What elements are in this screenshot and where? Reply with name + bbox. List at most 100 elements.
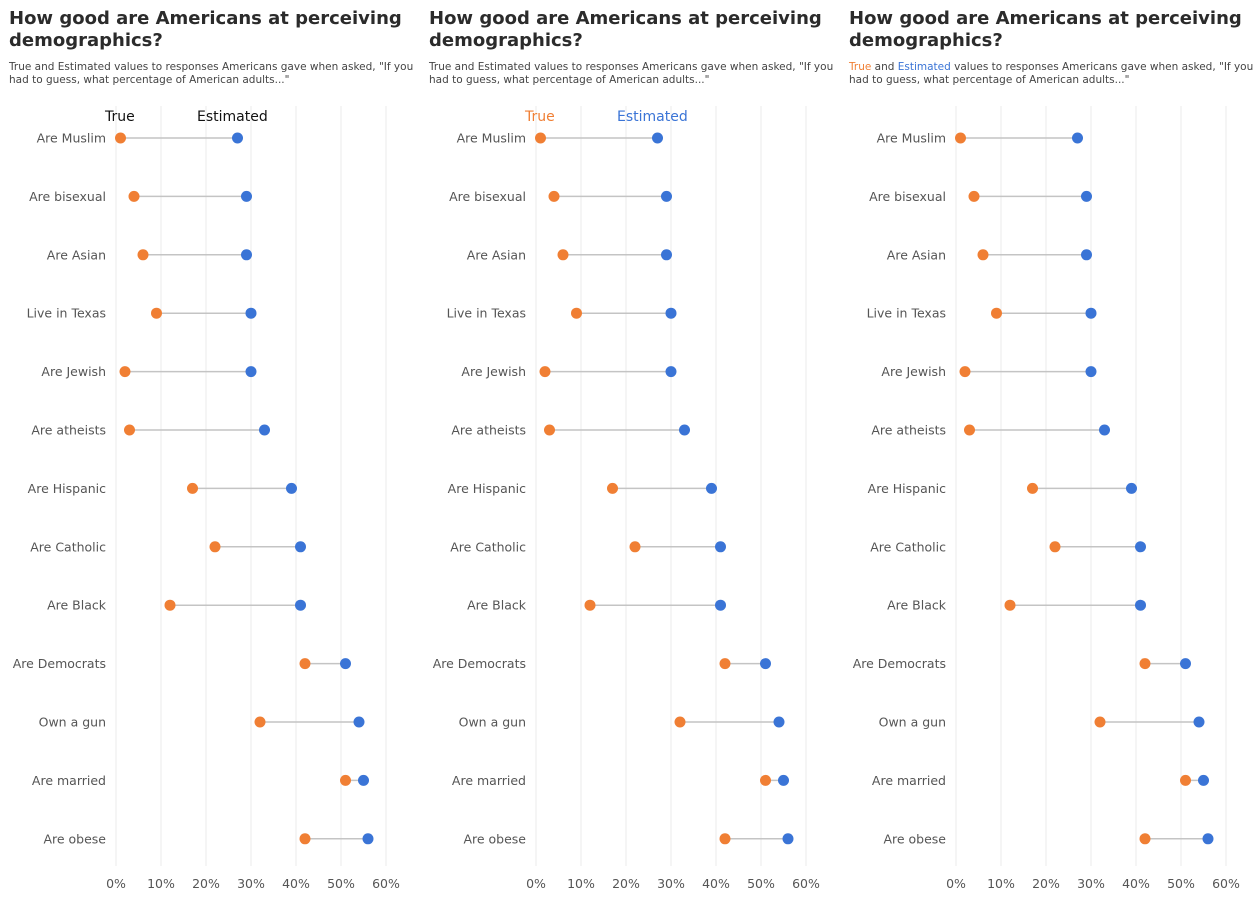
true-value-dot [299, 833, 311, 845]
x-tick-label: 30% [1077, 876, 1105, 891]
true-value-dot [719, 833, 731, 845]
subtitle-estimated-word: Estimated [897, 61, 951, 73]
chart-subtitle: True and Estimated values to responses A… [9, 61, 414, 87]
estimated-value-dot [1072, 132, 1083, 144]
true-value-dot [968, 190, 980, 202]
estimated-value-dot [295, 541, 306, 553]
true-value-dot [1094, 716, 1106, 728]
category-label: Are Hispanic [868, 481, 946, 496]
estimated-value-dot [1085, 307, 1097, 319]
true-value-dot [557, 249, 569, 261]
estimated-value-dot [358, 774, 369, 786]
category-label: Live in Texas [447, 306, 526, 321]
x-tick-label: 0% [526, 876, 546, 891]
category-label: Are Democrats [853, 656, 946, 671]
category-label: Are Democrats [433, 656, 526, 671]
true-value-dot [1027, 482, 1038, 494]
true-value-dot [584, 599, 596, 611]
estimated-value-dot [286, 482, 297, 494]
subtitle-post: True and Estimated values to responses A… [429, 61, 834, 86]
estimated-value-dot [778, 774, 789, 786]
estimated-value-dot [1081, 249, 1092, 261]
true-value-dot [128, 190, 140, 202]
true-value-dot [115, 132, 126, 144]
category-label: Are Jewish [41, 364, 106, 379]
category-label: Are bisexual [29, 189, 106, 204]
subtitle-mid: and [871, 61, 898, 73]
chart-panel-2: How good are Americans at perceiving dem… [429, 0, 839, 901]
x-tick-label: 10% [147, 876, 175, 891]
x-tick-label: 40% [282, 876, 310, 891]
category-label: Are Hispanic [28, 481, 106, 496]
true-value-dot [548, 190, 560, 202]
estimated-value-dot [353, 716, 365, 728]
true-value-dot [1049, 541, 1061, 553]
estimated-value-dot [679, 424, 690, 436]
true-value-dot [1139, 658, 1151, 670]
chart-subtitle: True and Estimated values to responses A… [849, 61, 1254, 87]
category-label: Are Muslim [37, 131, 106, 146]
category-label: Are married [32, 773, 106, 788]
x-tick-label: 30% [237, 876, 265, 891]
x-tick-label: 50% [747, 876, 775, 891]
category-label: Are Jewish [881, 364, 946, 379]
category-label: Are Democrats [13, 656, 106, 671]
category-label: Are Catholic [30, 539, 106, 554]
dumbbell-chart: 0% 10% 20% 30% 40% 50% 60% True Estimated Are Mus… [433, 106, 820, 891]
x-tick-label: 40% [1122, 876, 1150, 891]
legend-true-label: True [524, 109, 555, 125]
subtitle-post: True and Estimated values to responses A… [9, 61, 414, 86]
x-tick-label: 60% [1212, 876, 1240, 891]
true-value-dot [254, 716, 266, 728]
estimated-value-dot [295, 599, 306, 611]
estimated-value-dot [665, 307, 677, 319]
category-label: Are Jewish [461, 364, 526, 379]
category-label: Are Catholic [870, 539, 946, 554]
true-value-dot [209, 541, 221, 553]
category-label: Are atheists [31, 423, 106, 438]
x-tick-label: 50% [1167, 876, 1195, 891]
estimated-value-dot [241, 249, 252, 261]
category-label: Are married [872, 773, 946, 788]
true-value-dot [571, 307, 582, 319]
estimated-value-dot [1081, 190, 1092, 202]
estimated-value-dot [1180, 658, 1191, 670]
category-label: Own a gun [39, 715, 106, 730]
true-value-dot [1004, 599, 1016, 611]
true-value-dot [164, 599, 176, 611]
category-label: Are atheists [451, 423, 526, 438]
category-label: Own a gun [459, 715, 526, 730]
dumbbell-chart: 0% 10% 20% 30% 40% 50% 60% True Estimated Are Mus… [13, 106, 400, 891]
x-tick-label: 40% [702, 876, 730, 891]
estimated-value-dot [706, 482, 717, 494]
true-value-dot [991, 307, 1002, 319]
true-value-dot [955, 132, 966, 144]
x-tick-label: 20% [1032, 876, 1060, 891]
true-value-dot [119, 366, 131, 378]
x-tick-label: 10% [987, 876, 1015, 891]
true-value-dot [535, 132, 546, 144]
estimated-value-dot [1135, 599, 1146, 611]
x-tick-label: 10% [567, 876, 595, 891]
true-value-dot [151, 307, 162, 319]
x-tick-label: 30% [657, 876, 685, 891]
true-value-dot [124, 424, 135, 436]
category-label: Live in Texas [867, 306, 946, 321]
estimated-value-dot [1198, 774, 1209, 786]
legend-estimated-label: Estimated [197, 109, 268, 125]
estimated-value-dot [661, 190, 672, 202]
true-value-dot [760, 774, 771, 786]
estimated-value-dot [773, 716, 785, 728]
chart-subtitle: True and Estimated values to responses A… [429, 61, 834, 87]
estimated-value-dot [362, 833, 374, 845]
estimated-value-dot [245, 366, 257, 378]
true-value-dot [607, 482, 618, 494]
true-value-dot [629, 541, 641, 553]
subtitle-true-word: True [849, 61, 872, 73]
true-value-dot [544, 424, 555, 436]
legend-true-label: True [104, 109, 135, 125]
estimated-value-dot [1085, 366, 1097, 378]
category-label: Are married [452, 773, 526, 788]
estimated-value-dot [340, 658, 351, 670]
estimated-value-dot [259, 424, 270, 436]
